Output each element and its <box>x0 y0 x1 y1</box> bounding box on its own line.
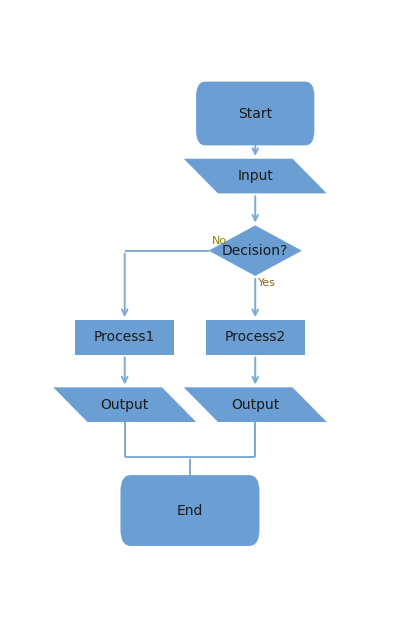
Polygon shape <box>184 388 327 422</box>
FancyBboxPatch shape <box>196 82 314 146</box>
Polygon shape <box>209 226 302 276</box>
Text: Process2: Process2 <box>225 330 286 344</box>
Text: Output: Output <box>101 398 149 412</box>
Text: Start: Start <box>238 106 272 121</box>
Text: Input: Input <box>237 169 273 183</box>
Bar <box>75 320 174 354</box>
FancyBboxPatch shape <box>120 475 259 546</box>
Bar <box>206 320 305 354</box>
Polygon shape <box>184 159 327 193</box>
Text: Output: Output <box>231 398 279 412</box>
Text: End: End <box>177 504 203 518</box>
Text: Yes: Yes <box>258 278 276 288</box>
Text: No: No <box>212 236 227 246</box>
Text: Decision?: Decision? <box>222 244 288 258</box>
Polygon shape <box>53 388 196 422</box>
Text: Process1: Process1 <box>94 330 156 344</box>
